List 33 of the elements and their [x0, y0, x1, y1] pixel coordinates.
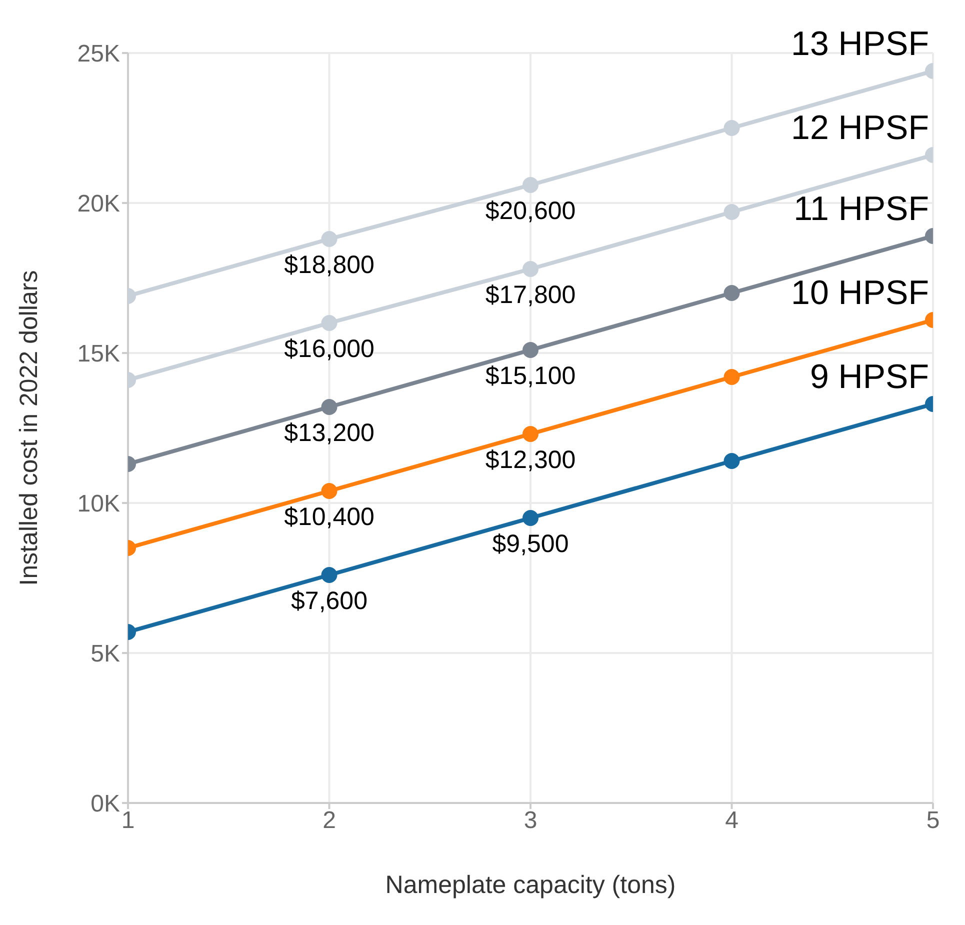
- data-label: $13,200: [284, 419, 374, 447]
- y-tick-label: 25K: [77, 40, 120, 68]
- y-tick-label: 0K: [90, 790, 120, 818]
- y-tick-label: 15K: [77, 340, 120, 368]
- x-tick-label: 4: [725, 807, 738, 834]
- data-label: $16,000: [284, 335, 374, 363]
- data-label: $12,300: [485, 446, 576, 474]
- point: [522, 342, 538, 358]
- data-label: $15,100: [485, 362, 576, 390]
- data-label: $20,600: [485, 197, 576, 225]
- series-label: 12 HPSF: [791, 109, 929, 147]
- point: [522, 426, 538, 442]
- data-label: $17,800: [485, 281, 576, 309]
- x-tick-label: 1: [121, 807, 135, 834]
- series-label: 13 HPSF: [791, 25, 929, 63]
- data-label: $10,400: [284, 503, 374, 531]
- x-axis-title: Nameplate capacity (tons): [385, 871, 676, 899]
- point: [522, 261, 538, 277]
- point: [522, 177, 538, 193]
- y-tick-label: 10K: [77, 490, 120, 518]
- x-tick-label: 2: [322, 807, 336, 834]
- series-label: 10 HPSF: [791, 274, 929, 312]
- series-label: 11 HPSF: [794, 190, 929, 228]
- series-label: 9 HPSF: [810, 358, 929, 396]
- data-label: $7,600: [291, 587, 368, 615]
- y-tick-label: 20K: [77, 190, 120, 218]
- point: [522, 510, 538, 526]
- y-tick-label: 5K: [90, 640, 120, 668]
- x-tick-label: 3: [524, 807, 538, 834]
- y-axis-title: Installed cost in 2022 dollars: [14, 270, 43, 586]
- data-label: $9,500: [492, 530, 569, 558]
- data-label: $18,800: [284, 251, 374, 279]
- x-tick-label: 5: [926, 807, 940, 834]
